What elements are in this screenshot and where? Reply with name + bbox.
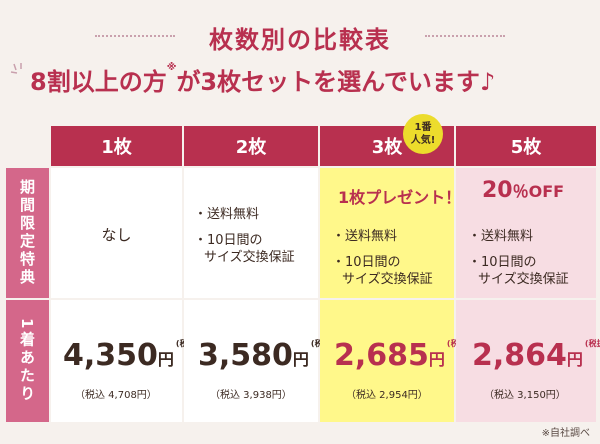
comparison-table: 1枚 2枚 3枚 5枚 期間限定特典 なし ・送料無料 ・10日間の サイズ交換… <box>6 126 600 422</box>
subtitle-main: 8割以上の方 <box>30 68 167 96</box>
price-cell-2: 3,580円(税抜) （税込 3,938円） <box>184 300 334 422</box>
benefit-item: ・送料無料 <box>332 229 398 244</box>
benefit-item: サイズ交換保証 <box>204 250 295 265</box>
column-header-4: 5枚 <box>456 126 596 166</box>
price-value: 4,350円(税抜) <box>63 338 199 373</box>
price-incl-tax: （税込 3,938円） <box>210 390 292 401</box>
music-note-icon: ♪ <box>479 68 496 96</box>
benefit-none: なし <box>101 226 132 244</box>
corner-cell <box>6 126 49 166</box>
popular-badge: 1番 人気! <box>403 114 443 154</box>
subtitle-mark: ※ <box>166 62 177 73</box>
row-header-benefit: 期間限定特典 <box>6 168 49 298</box>
price-number: 4,350 <box>63 338 158 373</box>
benefit-item: サイズ交換保証 <box>478 272 569 287</box>
price-value: 2,864円(税抜) <box>472 338 600 373</box>
title-divider-right <box>425 35 505 37</box>
benefit-list-2: ・送料無料 ・10日間の サイズ交換保証 <box>194 206 295 266</box>
benefit-list-4: ・送料無料 ・10日間の サイズ交換保証 <box>468 228 569 288</box>
page-title: 枚数別の比較表 <box>209 26 391 54</box>
benefit-cell-3: 1枚プレゼント！ ・送料無料 ・10日間の サイズ交換保証 <box>320 168 461 298</box>
discount-number: 20 <box>482 178 513 203</box>
benefit-list-3: ・送料無料 ・10日間の サイズ交換保証 <box>332 228 433 288</box>
badge-line-2: 人気! <box>410 135 436 146</box>
price-incl-tax: （税込 3,150円） <box>484 390 566 401</box>
benefit-highlight-discount: 20％OFF <box>482 178 564 203</box>
price-cell-3: 2,685円(税抜) （税込 2,954円） <box>320 300 470 422</box>
price-cell-1: 4,350円(税抜) （税込 4,708円） <box>51 300 199 422</box>
price-incl-tax: （税込 4,708円） <box>75 390 157 401</box>
title-row: 枚数別の比較表 <box>0 16 600 56</box>
price-unit: 円 <box>292 350 309 369</box>
sparkle-icon <box>10 63 22 74</box>
price-unit: 円 <box>157 350 174 369</box>
benefit-item: ・10日間の <box>332 255 401 270</box>
benefit-cell-1: なし <box>51 168 182 298</box>
badge-line-1: 1番 <box>414 122 432 133</box>
subtitle: 8割以上の方※が3枚セットを選んでいます♪ <box>30 62 600 97</box>
footnote: ※自社調べ <box>541 428 590 439</box>
row-header-per-item: 1着あたり <box>6 300 49 422</box>
benefit-item: サイズ交換保証 <box>342 272 433 287</box>
price-unit: 円 <box>566 350 583 369</box>
price-value: 2,685円(税抜) <box>334 338 470 373</box>
benefit-item: ・送料無料 <box>468 229 534 244</box>
benefit-item: ・10日間の <box>194 233 263 248</box>
subtitle-rest: が3枚セットを選んでいます <box>176 68 480 96</box>
price-number: 2,685 <box>334 338 429 373</box>
benefit-cell-2: ・送料無料 ・10日間の サイズ交換保証 <box>184 168 318 298</box>
title-divider-left <box>95 35 175 37</box>
price-unit: 円 <box>428 350 445 369</box>
discount-unit: ％OFF <box>512 182 565 201</box>
price-cell-4: 2,864円(税抜) （税込 3,150円） <box>456 300 600 422</box>
benefit-item: ・送料無料 <box>194 207 260 222</box>
column-header-1: 1枚 <box>51 126 182 166</box>
benefit-highlight-gift: 1枚プレゼント！ <box>338 188 462 207</box>
price-value: 3,580円(税抜) <box>198 338 334 373</box>
price-number: 2,864 <box>472 338 567 373</box>
column-header-2: 2枚 <box>184 126 318 166</box>
price-incl-tax: （税込 2,954円） <box>346 390 428 401</box>
price-number: 3,580 <box>198 338 293 373</box>
benefit-item: ・10日間の <box>468 255 537 270</box>
benefit-cell-4: 20％OFF ・送料無料 ・10日間の サイズ交換保証 <box>456 168 596 298</box>
tax-label: (税抜) <box>584 339 600 348</box>
